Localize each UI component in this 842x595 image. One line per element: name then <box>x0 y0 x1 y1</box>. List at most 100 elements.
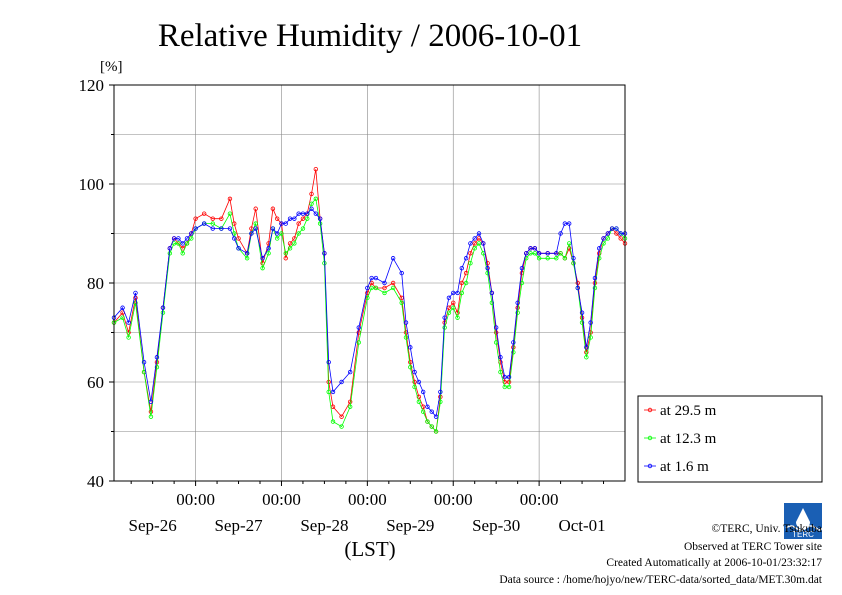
data-point <box>433 414 439 419</box>
data-point <box>566 221 572 226</box>
data-point <box>120 315 125 320</box>
data-point <box>330 419 336 424</box>
data-point <box>274 236 280 241</box>
data-point <box>493 330 499 335</box>
data-point <box>160 305 166 310</box>
data-point <box>579 310 585 315</box>
data-point <box>481 241 486 246</box>
data-point <box>171 236 177 241</box>
observed-text: Observed at TERC Tower site <box>684 541 822 553</box>
data-point <box>184 241 190 246</box>
data-point <box>274 216 280 221</box>
data-point <box>270 226 276 231</box>
data-point <box>347 404 353 409</box>
data-point <box>532 246 538 251</box>
data-point <box>373 285 379 291</box>
data-point <box>584 355 589 360</box>
axis-ticks <box>109 84 605 486</box>
data-point <box>468 251 473 256</box>
data-point <box>266 246 271 251</box>
data-point <box>326 389 331 395</box>
data-point <box>420 409 426 414</box>
data-point <box>369 275 374 281</box>
data-point <box>253 206 258 211</box>
data-point <box>193 226 198 231</box>
data-point <box>498 355 503 360</box>
data-point <box>493 325 499 330</box>
data-point <box>232 236 237 241</box>
water-drop-icon <box>796 508 810 529</box>
y-axis-unit-label: [%] <box>100 59 123 75</box>
data-point <box>459 280 465 286</box>
data-point <box>279 221 284 226</box>
data-point <box>390 280 396 286</box>
data-point <box>322 251 327 256</box>
data-point <box>201 221 207 226</box>
data-point <box>227 211 233 216</box>
x-time-tick-label: 00:00 <box>520 490 559 509</box>
data-point <box>296 211 301 216</box>
data-point <box>562 256 568 261</box>
data-point <box>438 389 443 395</box>
data-point <box>468 261 473 266</box>
data-point <box>300 226 306 231</box>
data-point <box>446 310 452 315</box>
data-point <box>210 226 215 231</box>
data-point <box>403 335 409 340</box>
data-point <box>148 414 154 419</box>
data-point <box>184 236 190 241</box>
series-layer <box>111 166 628 434</box>
data-point <box>287 216 293 221</box>
data-source-text: Data source : /home/hojyo/new/TERC-data/… <box>499 574 822 586</box>
data-point <box>253 226 258 231</box>
data-point <box>425 404 430 409</box>
data-point <box>455 290 460 296</box>
y-tick-label: 120 <box>79 76 105 95</box>
data-point <box>292 216 297 221</box>
data-point <box>154 364 160 370</box>
series-line-3 <box>113 208 625 418</box>
data-point <box>369 285 374 291</box>
data-point <box>571 261 576 266</box>
data-point <box>390 256 396 261</box>
data-point <box>244 251 250 256</box>
data-point <box>554 256 559 261</box>
data-point <box>515 300 520 305</box>
data-point <box>455 315 460 320</box>
data-point <box>485 270 490 276</box>
data-point <box>429 409 434 414</box>
data-point <box>618 231 623 236</box>
data-point <box>305 211 310 216</box>
x-time-tick-label: 00:00 <box>176 490 215 509</box>
data-point <box>180 251 185 256</box>
data-point <box>506 374 512 380</box>
data-point <box>511 350 516 355</box>
data-point <box>472 246 477 251</box>
data-point <box>468 241 473 246</box>
data-point <box>309 201 314 206</box>
data-point <box>545 256 550 261</box>
data-point <box>459 290 465 296</box>
x-date-label: Sep-29 <box>386 516 434 535</box>
data-point <box>236 236 241 241</box>
data-point <box>296 231 301 236</box>
data-point <box>545 251 550 256</box>
data-point <box>498 369 503 375</box>
terc-logo: TERC <box>784 503 823 539</box>
data-point <box>305 216 310 221</box>
data-point <box>339 414 344 419</box>
data-point <box>506 379 512 385</box>
data-point <box>408 360 413 365</box>
data-point <box>399 300 404 305</box>
data-point <box>399 270 404 276</box>
data-point <box>506 384 512 390</box>
legend-swatch-marker <box>647 463 653 469</box>
data-point <box>317 216 323 221</box>
data-point <box>463 256 469 261</box>
data-point <box>558 231 563 236</box>
data-point <box>356 325 361 330</box>
data-point <box>126 320 131 325</box>
data-point <box>309 206 314 211</box>
data-point <box>412 379 417 385</box>
